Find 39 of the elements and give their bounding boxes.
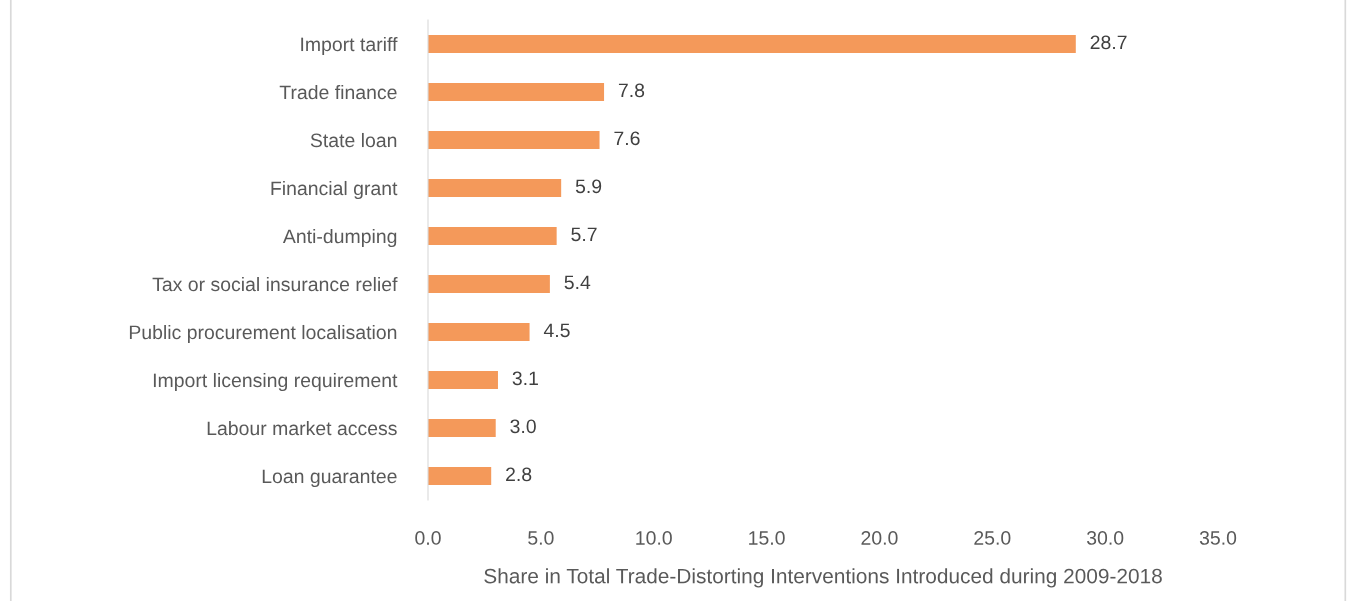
y-tick-label: Anti-dumping bbox=[282, 228, 397, 248]
data-label: 28.7 bbox=[1090, 35, 1127, 50]
data-label: 5.9 bbox=[575, 179, 602, 194]
y-tick-label: Tax or social insurance relief bbox=[152, 276, 398, 292]
x-tick-label: 0.0 bbox=[415, 531, 441, 545]
bar bbox=[428, 178, 562, 198]
bar bbox=[428, 418, 496, 438]
x-tick-label: 5.0 bbox=[528, 531, 554, 545]
data-label: 3.0 bbox=[510, 419, 536, 434]
x-tick-label: 35.0 bbox=[1199, 531, 1237, 545]
bar bbox=[428, 130, 600, 150]
data-label: 3.1 bbox=[512, 371, 538, 386]
y-tick-label: Loan guarantee bbox=[262, 469, 397, 488]
x-tick-label: 30.0 bbox=[1086, 531, 1124, 545]
x-tick-label: 25.0 bbox=[974, 531, 1011, 545]
x-tick-label: 20.0 bbox=[861, 531, 898, 545]
y-tick-label: Financial grant bbox=[271, 180, 398, 200]
bar bbox=[428, 82, 605, 102]
x-tick-label: 15.0 bbox=[749, 531, 785, 545]
data-label: 5.7 bbox=[571, 227, 597, 242]
x-tick-label: 10.0 bbox=[636, 531, 672, 545]
data-label: 7.6 bbox=[614, 131, 640, 146]
bar bbox=[428, 226, 557, 246]
y-tick-label: Public procurement localisation bbox=[129, 324, 397, 344]
y-tick-label: Import tariff bbox=[301, 36, 398, 56]
y-tick-label: State loan bbox=[310, 132, 397, 148]
x-axis-title: Share in Total Trade-Distorting Interventions Introduced during 2009-2018 bbox=[484, 568, 1162, 588]
data-label: 4.5 bbox=[543, 323, 570, 338]
bar bbox=[428, 34, 1076, 54]
bar bbox=[428, 274, 550, 294]
bar bbox=[428, 322, 530, 342]
data-label: 5.4 bbox=[564, 275, 591, 290]
y-tick-label: Trade finance bbox=[279, 84, 397, 100]
bar bbox=[428, 466, 492, 486]
bar bbox=[428, 370, 498, 390]
data-label: 7.8 bbox=[618, 83, 645, 98]
data-label: 2.8 bbox=[506, 467, 532, 482]
y-tick-label: Labour market access bbox=[207, 420, 397, 436]
y-tick-label: Import licensing requirement bbox=[153, 372, 398, 392]
